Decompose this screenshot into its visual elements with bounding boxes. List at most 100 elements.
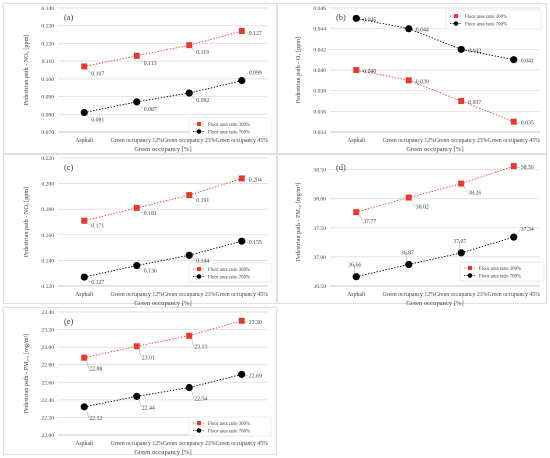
y-tick-label: 0.080 — [41, 112, 54, 118]
data-point — [238, 28, 245, 35]
data-point — [352, 14, 360, 22]
y-axis-title: Pedestrian path - NO₂ [ppm] — [23, 35, 30, 106]
legend-swatch-marker — [467, 273, 473, 278]
data-label-leader — [515, 122, 521, 124]
data-point — [458, 180, 465, 187]
data-label-leader — [191, 47, 196, 53]
data-label-leader — [515, 229, 521, 236]
legend-box — [188, 117, 272, 138]
y-tick-label: 0.044 — [313, 27, 326, 33]
series-line — [84, 178, 242, 222]
y-tick-label: 0.046 — [313, 6, 326, 12]
data-label: 0.191 — [196, 198, 209, 204]
chart-panel-2: 0.120 0.140 0.160 0.180 0.200 0.220 Asphalt Gre… — [3, 154, 277, 307]
chart-panel-4: 22.00 22.20 22.40 22.60 22.80 23.00 23.20 23.40… — [3, 307, 277, 456]
y-tick-label: 0.130 — [41, 24, 54, 30]
data-label-leader — [191, 389, 194, 399]
data-point — [405, 77, 412, 84]
y-tick-label: 0.180 — [41, 207, 54, 213]
data-point — [353, 67, 360, 73]
y-tick-label: 37.50 — [313, 226, 326, 232]
y-tick-label: 0.042 — [313, 47, 326, 53]
legend-swatch-marker — [196, 428, 202, 433]
data-label-leader — [243, 179, 249, 181]
y-tick-label: 23.40 — [41, 310, 54, 316]
series-far-700: 0.081 0.087 0.092 0.099 — [80, 71, 262, 124]
data-label: 0.092 — [196, 98, 209, 104]
chart-panel-3: 36.50 37.00 37.50 38.00 38.50 Asphalt Green oc… — [277, 154, 547, 307]
y-tick-label: 0.070 — [41, 130, 54, 136]
data-label-leader — [243, 375, 249, 377]
x-tick-label: Green occupancy 45% — [216, 441, 269, 447]
data-label-leader — [515, 60, 521, 62]
series-line — [356, 17, 514, 61]
data-label: 0.127 — [249, 31, 262, 37]
y-tick-label: 0.200 — [41, 182, 54, 188]
y-tick-label: 22.20 — [41, 415, 54, 421]
x-tick-label: Green occupancy 23% — [435, 138, 488, 144]
legend-box — [459, 261, 545, 282]
panel-label: (c) — [64, 163, 74, 172]
x-axis-title: Green occupancy [%] — [406, 300, 463, 307]
series-far-300: 0.040 0.039 0.037 0.035 — [353, 67, 534, 127]
legend: Floor area ratio 300% Floor area ratio 70… — [459, 261, 545, 282]
legend-swatch-marker — [468, 266, 472, 270]
y-tick-label: 0.038 — [313, 89, 326, 95]
data-point — [353, 209, 360, 216]
legend-swatch-marker — [197, 267, 201, 271]
data-label-leader — [410, 199, 416, 207]
legend-entry: Floor area ratio 700% — [479, 274, 521, 279]
data-label: 22.54 — [194, 397, 207, 403]
series-far-300: 0.171 0.181 0.191 0.204 — [81, 175, 262, 230]
data-label-leader — [86, 278, 91, 283]
legend-swatch-marker — [196, 129, 202, 134]
y-axis-title: Pedestrian path - O₃ [ppm] — [295, 37, 302, 103]
data-label-leader — [138, 398, 142, 408]
y-axis-title: Pedestrian path - NOₓ [ppm] — [23, 187, 30, 258]
data-point — [405, 260, 413, 269]
y-axis-title: Pedestrian path - PM₁₀ [mg/m³] — [295, 183, 302, 261]
data-point — [133, 98, 141, 106]
legend-entry: Floor area ratio 300% — [208, 123, 250, 128]
y-tick-label: 0.110 — [42, 59, 55, 65]
data-label: 0.204 — [249, 177, 262, 183]
y-tick-label: 36.50 — [313, 284, 326, 290]
data-label: 0.099 — [249, 71, 262, 77]
data-label: 37.07 — [453, 239, 466, 245]
data-label: 0.136 — [144, 269, 157, 275]
data-point — [81, 217, 88, 224]
data-label: 22.32 — [89, 416, 102, 422]
x-tick-label: Green occupancy 45% — [488, 292, 541, 298]
legend-entry: Floor area ratio 300% — [465, 15, 507, 20]
x-axis-title: Green occupancy [%] — [134, 300, 191, 307]
data-point — [185, 89, 193, 97]
y-tick-label: 0.034 — [313, 130, 326, 136]
data-label-leader — [358, 214, 363, 222]
legend-entry: Floor area ratio 300% — [208, 268, 250, 273]
data-label: 0.113 — [144, 61, 157, 67]
y-tick-label: 0.120 — [41, 284, 54, 290]
data-label: 0.107 — [91, 71, 104, 77]
legend-box — [445, 9, 542, 30]
data-point — [133, 261, 141, 270]
data-label-leader — [191, 257, 196, 261]
data-label-leader — [463, 101, 468, 104]
series-far-700: 22.32 22.44 22.54 22.69 — [80, 370, 262, 422]
data-label-leader — [463, 185, 468, 193]
data-label-leader — [358, 19, 363, 21]
data-point — [238, 175, 245, 182]
data-label: 23.13 — [194, 345, 207, 351]
series-line — [356, 165, 514, 213]
data-label: 0.081 — [91, 118, 104, 124]
legend: Floor area ratio 300% Floor area ratio 70… — [188, 117, 272, 138]
y-tick-label: 0.140 — [41, 258, 54, 264]
data-label: 22.88 — [89, 367, 102, 373]
legend-entry: Floor area ratio 700% — [208, 130, 250, 135]
series-far-700: 0.127 0.136 0.144 0.155 — [80, 237, 262, 286]
data-point — [238, 317, 245, 324]
y-tick-label: 23.20 — [41, 328, 54, 334]
data-label: 37.77 — [363, 219, 376, 225]
data-point — [133, 392, 141, 400]
x-tick-label: Green occupancy 45% — [216, 292, 269, 298]
data-point — [405, 194, 412, 201]
